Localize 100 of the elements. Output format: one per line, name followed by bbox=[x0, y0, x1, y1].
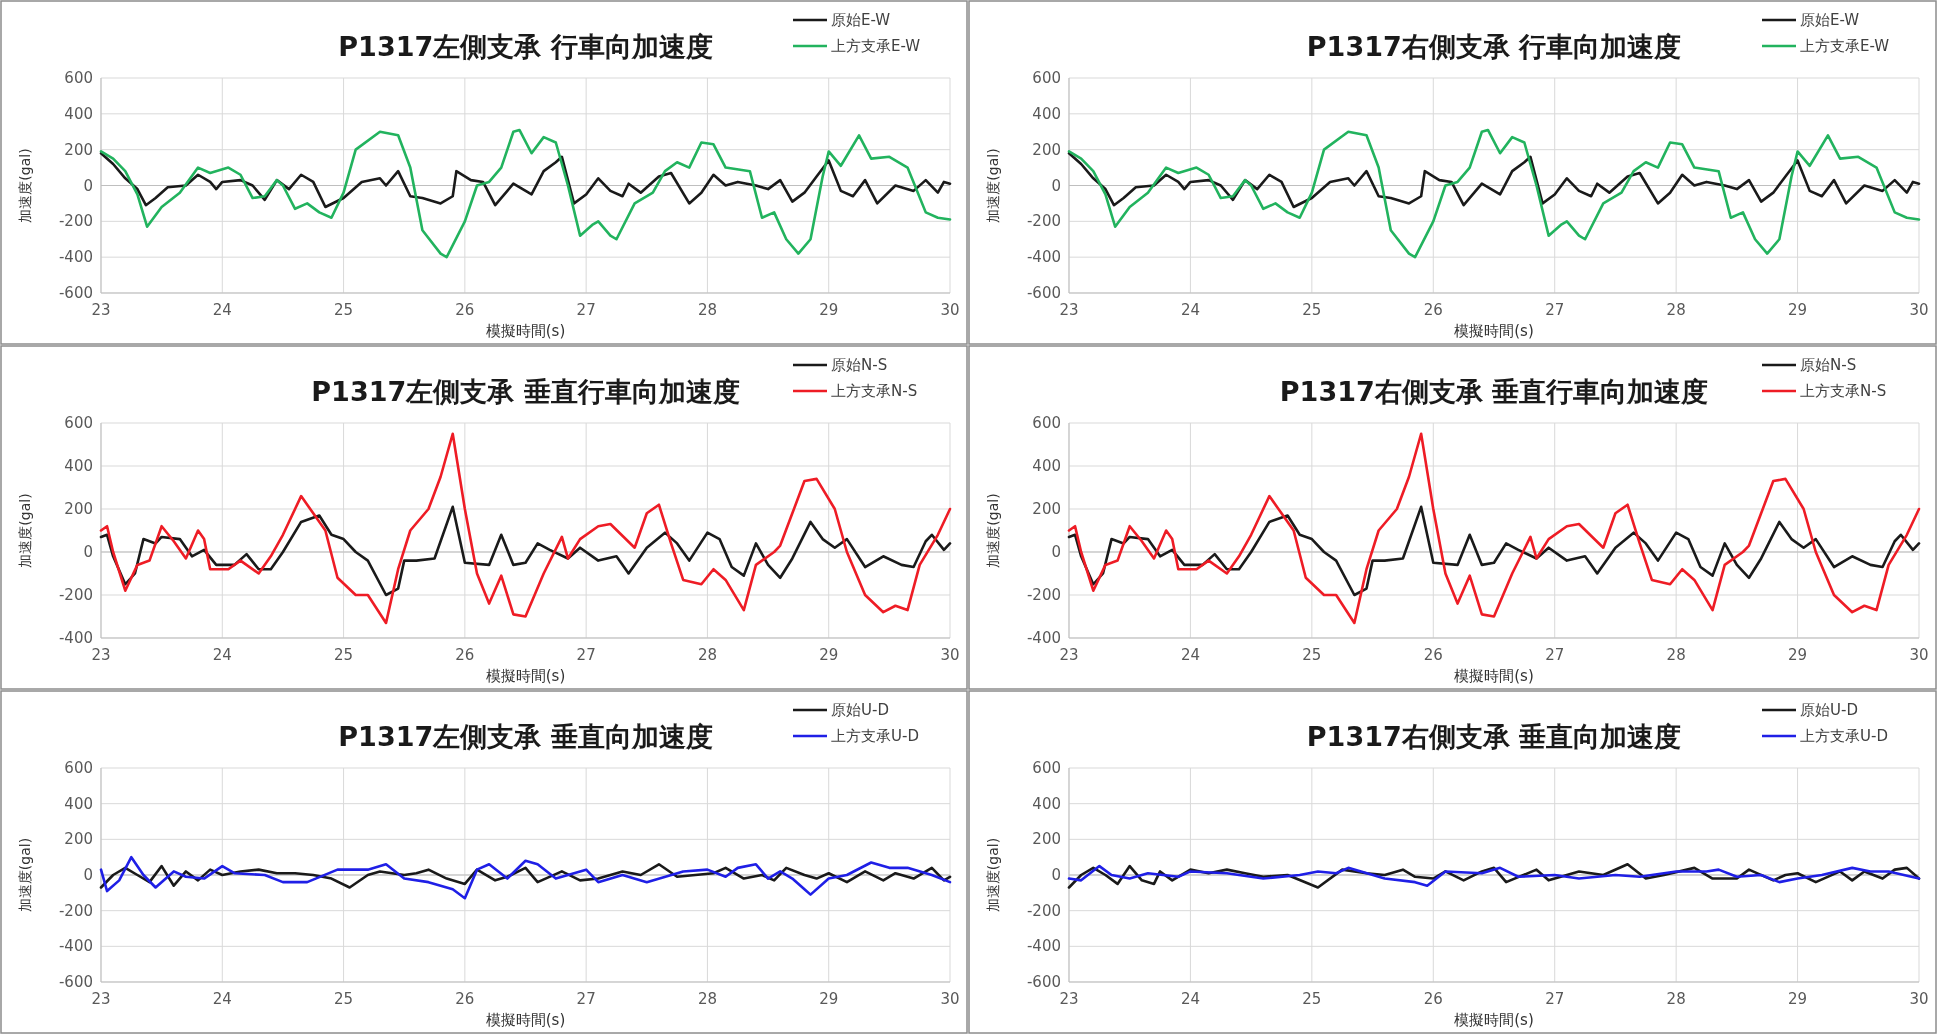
y-tick-label: 600 bbox=[1032, 69, 1061, 87]
x-tick-label: 24 bbox=[212, 301, 232, 319]
legend-label: 上方支承N-S bbox=[831, 382, 918, 400]
y-tick-label: 0 bbox=[83, 866, 93, 884]
line-series bbox=[99, 432, 952, 625]
x-tick-label: 28 bbox=[1666, 301, 1686, 319]
y-axis-title: 加速度(gal) bbox=[985, 837, 1001, 913]
x-tick-label: 29 bbox=[1788, 646, 1808, 664]
x-tick-label: 27 bbox=[576, 990, 596, 1008]
line-series bbox=[99, 128, 952, 259]
x-axis-title: 模擬時間(s) bbox=[1454, 322, 1534, 340]
x-tick-label: 26 bbox=[1423, 301, 1443, 319]
y-tick-label: 200 bbox=[64, 140, 93, 159]
legend-label: 原始N-S bbox=[831, 356, 888, 374]
y-tick-label: 400 bbox=[64, 457, 93, 475]
line-series bbox=[1067, 128, 1921, 259]
x-tick-label: 30 bbox=[940, 990, 960, 1008]
y-tick-label: -600 bbox=[1026, 284, 1061, 302]
chart-title: P1317右側支承 行車向加速度 bbox=[1306, 31, 1682, 62]
x-tick-label: 27 bbox=[576, 301, 596, 319]
x-tick-label: 27 bbox=[576, 646, 596, 664]
x-tick-label: 29 bbox=[819, 990, 839, 1008]
y-tick-label: -400 bbox=[1026, 629, 1061, 647]
y-tick-label: 200 bbox=[1032, 500, 1061, 518]
legend-label: 上方支承U-D bbox=[1800, 727, 1888, 745]
y-tick-label: 400 bbox=[64, 794, 93, 813]
x-tick-label: 23 bbox=[1059, 646, 1079, 664]
y-tick-label: 400 bbox=[1032, 457, 1061, 475]
x-tick-label: 26 bbox=[455, 990, 475, 1008]
x-tick-label: 25 bbox=[334, 646, 354, 664]
x-axis-title: 模擬時間(s) bbox=[485, 667, 566, 685]
legend-label: 上方支承N-S bbox=[1800, 382, 1887, 400]
x-tick-label: 24 bbox=[1180, 301, 1200, 319]
y-tick-label: 400 bbox=[1032, 104, 1061, 123]
y-tick-label: 400 bbox=[1032, 794, 1061, 813]
x-tick-label: 30 bbox=[940, 301, 960, 319]
line-series bbox=[99, 855, 952, 900]
y-tick-label: -400 bbox=[58, 248, 93, 267]
x-tick-label: 30 bbox=[1909, 646, 1929, 664]
y-tick-label: 600 bbox=[1032, 414, 1061, 432]
y-tick-label: 600 bbox=[1032, 759, 1061, 777]
x-tick-label: 28 bbox=[697, 301, 717, 319]
y-tick-label: 600 bbox=[64, 759, 93, 777]
y-tick-label: -200 bbox=[58, 901, 93, 920]
x-tick-label: 29 bbox=[1788, 990, 1808, 1008]
y-axis-title: 加速度(gal) bbox=[17, 837, 33, 913]
x-tick-label: 29 bbox=[819, 301, 839, 319]
x-tick-label: 25 bbox=[1302, 990, 1322, 1008]
y-tick-label: -400 bbox=[1026, 937, 1061, 956]
y-tick-label: -200 bbox=[1026, 212, 1061, 231]
line-series bbox=[99, 505, 952, 597]
legend-label: 上方支承E-W bbox=[1800, 37, 1890, 55]
y-tick-label: -600 bbox=[58, 284, 93, 302]
line-series bbox=[1067, 505, 1921, 597]
y-tick-label: 0 bbox=[83, 543, 93, 561]
x-tick-label: 24 bbox=[1180, 646, 1200, 664]
legend-label: 原始E-W bbox=[1800, 11, 1860, 29]
chart-title: P1317右側支承 垂直行車向加速度 bbox=[1279, 376, 1709, 407]
x-tick-label: 26 bbox=[1423, 990, 1443, 1008]
x-tick-label: 26 bbox=[455, 301, 475, 319]
x-axis-title: 模擬時間(s) bbox=[485, 1011, 566, 1029]
x-tick-label: 23 bbox=[91, 990, 111, 1008]
x-tick-label: 24 bbox=[1180, 990, 1200, 1008]
y-tick-label: 200 bbox=[1032, 830, 1061, 849]
x-tick-label: 23 bbox=[1059, 301, 1079, 319]
x-tick-label: 28 bbox=[697, 990, 717, 1008]
x-tick-label: 30 bbox=[1909, 301, 1929, 319]
legend-label: 原始U-D bbox=[831, 701, 889, 719]
y-tick-label: -200 bbox=[1026, 586, 1061, 604]
x-axis-title: 模擬時間(s) bbox=[1454, 667, 1534, 685]
y-axis-title: 加速度(gal) bbox=[17, 493, 33, 568]
x-axis-title: 模擬時間(s) bbox=[485, 322, 566, 340]
x-tick-label: 24 bbox=[212, 990, 232, 1008]
y-tick-label: -400 bbox=[58, 629, 93, 647]
y-tick-label: -600 bbox=[1026, 973, 1061, 991]
y-tick-label: -600 bbox=[58, 973, 93, 991]
y-tick-label: 0 bbox=[83, 176, 93, 195]
x-tick-label: 26 bbox=[1423, 646, 1443, 664]
line-series bbox=[1067, 432, 1921, 625]
y-tick-label: 200 bbox=[1032, 140, 1061, 159]
y-tick-label: -400 bbox=[58, 937, 93, 956]
y-tick-label: 200 bbox=[64, 830, 93, 849]
x-tick-label: 23 bbox=[91, 301, 111, 319]
x-tick-label: 28 bbox=[1666, 646, 1686, 664]
y-tick-label: -400 bbox=[1026, 248, 1061, 267]
legend-label: 上方支承U-D bbox=[831, 727, 919, 745]
x-tick-label: 24 bbox=[212, 646, 232, 664]
x-tick-label: 23 bbox=[91, 646, 111, 664]
chart-title: P1317左側支承 垂直行車向加速度 bbox=[311, 376, 740, 407]
x-tick-label: 25 bbox=[1302, 646, 1322, 664]
legend-label: 原始E-W bbox=[831, 11, 891, 29]
legend-label: 原始U-D bbox=[1800, 701, 1858, 719]
y-tick-label: 0 bbox=[1051, 543, 1061, 561]
y-tick-label: 600 bbox=[64, 69, 93, 87]
legend-label: 原始N-S bbox=[1800, 356, 1857, 374]
x-tick-label: 28 bbox=[1666, 990, 1686, 1008]
x-tick-label: 25 bbox=[334, 990, 354, 1008]
x-tick-label: 30 bbox=[1909, 990, 1929, 1008]
y-tick-label: 200 bbox=[64, 500, 93, 518]
chart-title: P1317左側支承 行車向加速度 bbox=[338, 31, 713, 62]
